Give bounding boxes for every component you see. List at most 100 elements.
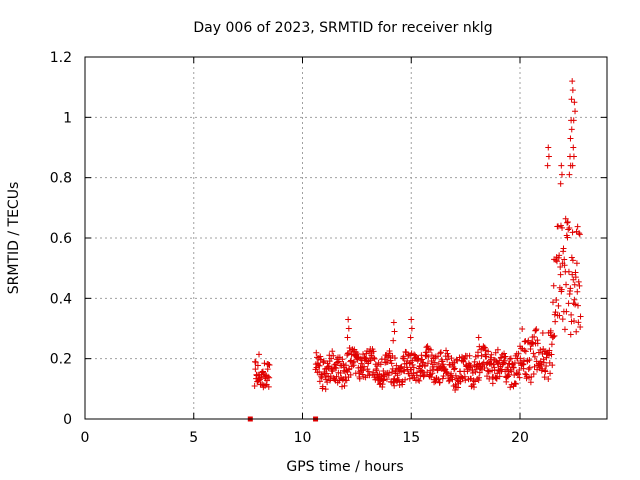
- data-point: [550, 333, 557, 340]
- data-point: [564, 219, 571, 226]
- data-point: [475, 334, 482, 341]
- data-point: [559, 316, 566, 323]
- data-point: [494, 346, 501, 353]
- data-point: [382, 359, 389, 366]
- data-point: [373, 374, 380, 381]
- data-point: [577, 324, 584, 331]
- data-point: [323, 370, 330, 377]
- data-point: [462, 377, 469, 384]
- data-point: [492, 374, 499, 381]
- data-point: [568, 254, 575, 261]
- data-point: [439, 375, 446, 382]
- data-point: [317, 356, 324, 363]
- data-point: [540, 359, 547, 366]
- data-point: [528, 373, 535, 380]
- data-point: [556, 312, 563, 319]
- data-point: [350, 358, 357, 365]
- data-point: [522, 348, 529, 355]
- data-point: [443, 369, 450, 376]
- data-point: [526, 364, 533, 371]
- data-point: [344, 334, 351, 341]
- data-point: [377, 361, 384, 368]
- data-point: [320, 357, 327, 364]
- data-point: [527, 379, 534, 386]
- data-point: [386, 369, 393, 376]
- data-point: [430, 366, 437, 373]
- data-point: [525, 366, 532, 373]
- data-point: [545, 144, 552, 151]
- data-point: [360, 367, 367, 374]
- data-point: [444, 350, 451, 357]
- data-point: [354, 350, 361, 357]
- data-point: [565, 226, 572, 233]
- data-point: [448, 370, 455, 377]
- data-point: [345, 316, 352, 323]
- data-point: [558, 286, 565, 293]
- data-point: [440, 361, 447, 368]
- data-point: [370, 348, 377, 355]
- data-point: [259, 368, 266, 375]
- data-point: [547, 370, 554, 377]
- data-point: [427, 346, 434, 353]
- data-point: [573, 328, 580, 335]
- axis-ticks: [84, 56, 607, 420]
- data-point: [467, 363, 474, 370]
- data-point: [410, 364, 417, 371]
- data-point: [498, 366, 505, 373]
- data-point: [557, 263, 564, 270]
- data-point: [435, 376, 442, 383]
- data-point: [445, 378, 452, 385]
- data-point: [566, 225, 573, 232]
- data-point: [389, 369, 396, 376]
- data-point: [501, 357, 508, 364]
- data-point: [510, 364, 517, 371]
- data-point: [569, 87, 576, 94]
- y-tick-label: 1: [63, 110, 72, 126]
- data-point: [553, 297, 560, 304]
- data-point: [345, 325, 352, 332]
- data-point: [567, 135, 574, 142]
- data-point: [343, 362, 349, 369]
- data-point: [481, 365, 488, 372]
- data-point: [562, 215, 569, 222]
- data-point: [334, 359, 341, 366]
- data-point: [341, 368, 348, 375]
- data-point: [564, 219, 571, 226]
- y-axis-label: SRMTID / TECUs: [6, 182, 22, 295]
- data-point: [534, 340, 541, 347]
- data-point: [469, 370, 476, 377]
- data-point: [545, 375, 552, 382]
- data-point: [265, 373, 272, 380]
- data-point: [507, 355, 514, 362]
- data-point: [347, 371, 354, 378]
- data-point: [402, 376, 409, 383]
- data-point: [506, 355, 513, 362]
- data-point: [519, 326, 526, 333]
- data-point: [316, 378, 323, 385]
- data-point: [419, 356, 426, 363]
- data-point: [493, 375, 500, 382]
- data-point: [371, 355, 378, 362]
- data-point: [414, 369, 421, 376]
- data-point: [535, 349, 542, 356]
- data-point: [256, 351, 262, 358]
- data-point: [472, 368, 479, 375]
- data-point: [406, 360, 413, 367]
- data-point: [568, 126, 575, 133]
- data-point: [496, 373, 503, 380]
- data-point: [337, 370, 344, 377]
- data-point: [570, 276, 577, 283]
- data-point: [555, 223, 562, 230]
- x-tick-label: 15: [402, 430, 420, 446]
- data-point: [575, 302, 581, 309]
- y-tick-labels: 0 0.2 0.4 0.6 0.8 1 1.2: [50, 50, 72, 428]
- data-point: [551, 332, 558, 339]
- data-point: [481, 344, 488, 351]
- data-point: [566, 171, 573, 178]
- chart-title: Day 006 of 2023, SRMTID for receiver nkl…: [193, 20, 492, 36]
- data-point: [531, 353, 538, 360]
- data-point: [335, 358, 342, 365]
- data-point: [439, 358, 446, 365]
- data-point: [437, 349, 444, 356]
- data-point: [557, 180, 564, 187]
